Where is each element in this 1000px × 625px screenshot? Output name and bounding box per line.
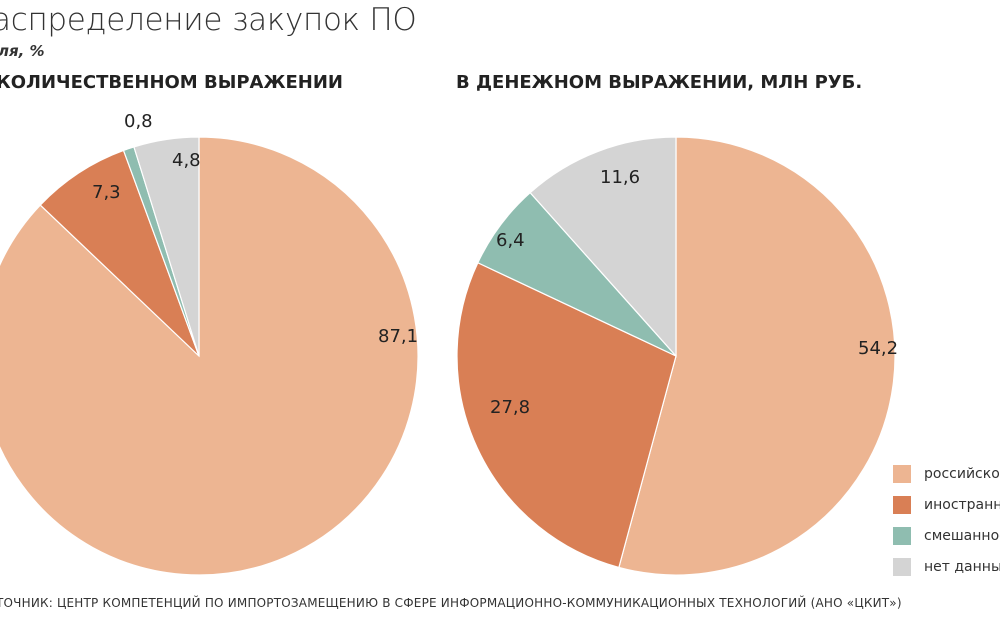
chart-subtitle: ля, % (0, 42, 45, 60)
legend-label: смешанное (924, 527, 1000, 544)
legend-swatch-foreign (893, 495, 911, 514)
legend-label: нет данных (924, 558, 1000, 575)
data-label-no-data: 11,6 (600, 167, 640, 188)
data-label-russian: 54,2 (858, 338, 898, 359)
data-label-mixed: 0,8 (124, 111, 153, 132)
data-label-no-data: 4,8 (172, 150, 201, 171)
legend-item-mixed: смешанное (893, 520, 1000, 551)
pie-slice-foreign (39, 149, 200, 357)
legend-swatch-no-data (893, 557, 911, 576)
pie-quantity-heading: КОЛИЧЕСТВЕННОМ ВЫРАЖЕНИИ (0, 72, 344, 93)
pie-slice-no-data (133, 136, 200, 357)
pie-slice-no-data (529, 136, 677, 358)
legend: российское иностранное смешанное нет дан… (893, 458, 1000, 582)
legend-item-russian: российское (893, 458, 1000, 489)
pie-slice-russian (0, 136, 419, 576)
data-label-foreign: 7,3 (92, 182, 121, 203)
data-label-mixed: 6,4 (496, 230, 525, 251)
legend-label: иностранное (924, 496, 1000, 513)
legend-item-foreign: иностранное (893, 489, 1000, 520)
legend-item-no-data: нет данных (893, 551, 1000, 582)
legend-swatch-russian (893, 464, 911, 483)
data-label-russian: 87,1 (378, 326, 418, 347)
chart-title: аспределение закупок ПО (0, 2, 417, 38)
legend-label: российское (924, 465, 1000, 482)
data-label-foreign: 27,8 (490, 397, 530, 418)
source-note: ТОЧНИК: ЦЕНТР КОМПЕТЕНЦИЙ ПО ИМПОРТОЗАМЕ… (0, 596, 902, 610)
legend-swatch-mixed (893, 526, 911, 545)
pie-slice-foreign (456, 261, 677, 569)
pie-money-heading: В ДЕНЕЖНОМ ВЫРАЖЕНИИ, МЛН РУБ. (456, 72, 863, 93)
pie-slice-russian (618, 136, 896, 576)
